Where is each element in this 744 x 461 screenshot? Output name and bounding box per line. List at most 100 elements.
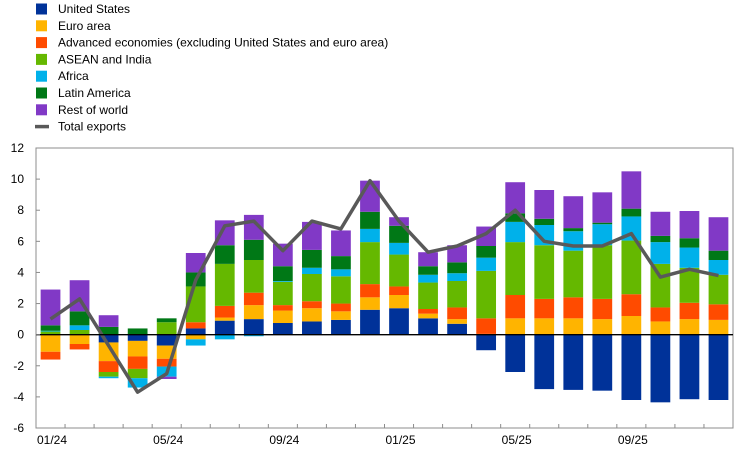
bar-asean-and-india-11 [360,242,380,285]
bar-latin-america-22 [679,238,700,248]
bar-latin-america-8 [272,266,293,281]
bar-united-states-8 [272,323,293,335]
bar-advanced-economies-excluding-united-states-and-euro-area-11 [360,284,380,298]
bar-united-states-9 [302,321,322,335]
x-tick-label: 05/25 [502,433,532,447]
bar-rest-of-world-11 [360,180,380,212]
x-tick-label: 01/25 [386,433,416,447]
y-tick-label: 10 [11,172,25,186]
bar-euro-area-11 [360,297,380,310]
bar-asean-and-india-0 [40,331,61,335]
bar-asean-and-india-19 [592,245,613,299]
bar-rest-of-world-9 [302,221,322,250]
bar-advanced-economies-excluding-united-states-and-euro-area-20 [621,294,642,316]
bar-africa-22 [679,247,700,268]
legend: United States Euro area Advanced economies… [35,2,388,134]
bar-asean-and-india-3 [127,368,148,379]
bar-advanced-economies-excluding-united-states-and-euro-area-6 [214,305,235,318]
legend-swatch-africa [36,70,47,82]
legend-label-united-states: United States [58,2,130,16]
bar-latin-america-11 [360,211,380,229]
bar-latin-america-18 [563,228,584,232]
bar-africa-14 [447,273,467,281]
bar-euro-area-10 [331,311,351,320]
bar-united-states-2 [98,334,119,343]
bar-advanced-economies-excluding-united-states-and-euro-area-5 [185,322,206,329]
bar-latin-america-7 [243,239,264,260]
bar-euro-area-9 [302,308,322,322]
bar-united-states-5 [185,328,206,335]
bar-euro-area-19 [592,319,613,335]
bar-rest-of-world-20 [621,171,642,209]
bar-latin-america-17 [534,218,555,225]
bar-euro-area-3 [127,340,148,357]
bar-latin-america-1 [69,311,90,326]
bar-asean-and-india-10 [331,276,351,304]
legend-swatch-advanced-economies-excluding-united-states-and-euro-area [36,37,47,49]
bar-africa-19 [592,224,613,246]
bar-euro-area-22 [679,319,700,335]
bar-latin-america-10 [331,256,351,270]
bar-asean-and-india-12 [389,254,409,287]
bar-asean-and-india-22 [679,267,700,303]
bar-africa-2 [98,376,119,379]
bar-africa-6 [214,334,235,340]
x-tick-label: 09/25 [618,433,648,447]
y-tick-label: 8 [17,203,24,217]
bar-africa-10 [331,269,351,277]
total-exports-line [49,178,719,394]
bar-euro-area-7 [243,305,264,320]
bar-euro-area-0 [40,334,61,352]
bar-africa-21 [650,242,671,264]
bar-asean-and-india-14 [447,281,467,308]
bar-advanced-economies-excluding-united-states-and-euro-area-12 [389,286,409,295]
bar-asean-and-india-8 [272,281,293,306]
x-tick-label: 01/24 [37,433,67,447]
bar-united-states-6 [214,320,235,335]
y-tick-label: 0 [17,328,24,342]
bar-united-states-7 [243,319,264,335]
y-tick-label: 2 [17,297,24,311]
bar-latin-america-13 [418,266,438,275]
bar-advanced-economies-excluding-united-states-and-euro-area-21 [650,307,671,322]
bar-asean-and-india-20 [621,240,642,295]
bar-euro-area-8 [272,310,293,323]
legend-label-rest-of-world: Rest of world [58,103,128,117]
bar-advanced-economies-excluding-united-states-and-euro-area-7 [243,292,264,306]
bar-rest-of-world-21 [650,211,671,236]
bar-rest-of-world-13 [418,252,438,267]
legend-swatch-latin-america [36,87,47,99]
bar-euro-area-23 [708,319,729,335]
bar-latin-america-4 [156,318,177,323]
bar-latin-america-14 [447,262,467,274]
bar-advanced-economies-excluding-united-states-and-euro-area-15 [476,318,497,334]
bar-united-states-18 [563,334,584,390]
bar-latin-america-2 [98,326,119,335]
bar-africa-0 [40,330,61,332]
bar-united-states-10 [331,319,351,335]
bar-euro-area-14 [447,319,467,324]
legend-swatch-rest-of-world [36,104,47,116]
bar-advanced-economies-excluding-united-states-and-euro-area-22 [679,302,700,320]
bar-advanced-economies-excluding-united-states-and-euro-area-9 [302,301,322,309]
bar-euro-area-18 [563,318,584,335]
bar-advanced-economies-excluding-united-states-and-euro-area-8 [272,305,293,311]
bar-euro-area-16 [505,318,526,335]
y-tick-label: -4 [13,390,24,404]
bar-asean-and-india-18 [563,250,584,298]
bar-africa-12 [389,242,409,255]
bar-euro-area-21 [650,321,671,335]
x-tick-label: 05/24 [153,433,183,447]
total-exports-line-group [49,178,719,394]
bar-rest-of-world-18 [563,196,584,229]
bar-latin-america-16 [505,213,526,222]
bar-latin-america-21 [650,235,671,243]
bar-euro-area-1 [69,334,90,344]
bar-united-states-16 [505,334,526,372]
bar-latin-america-15 [476,246,497,258]
bar-africa-9 [302,267,322,274]
bar-euro-area-6 [214,317,235,321]
bar-advanced-economies-excluding-united-states-and-euro-area-16 [505,295,526,319]
bar-advanced-economies-excluding-united-states-and-euro-area-4 [156,358,177,367]
bar-euro-area-20 [621,316,642,335]
